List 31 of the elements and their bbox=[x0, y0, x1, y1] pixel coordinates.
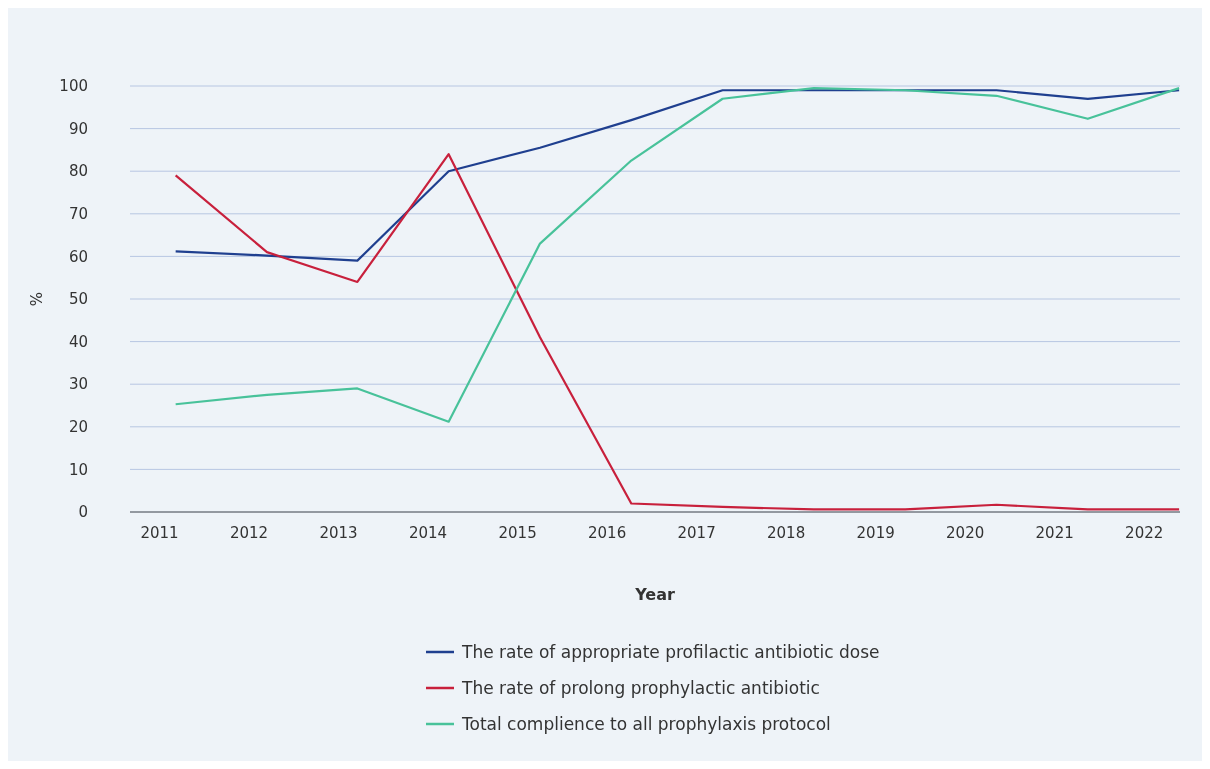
y-tick-label: 40 bbox=[68, 332, 88, 351]
y-tick-label: 60 bbox=[68, 247, 88, 266]
y-axis-title: % bbox=[28, 291, 46, 307]
y-tick-label: 10 bbox=[68, 460, 88, 479]
line-series bbox=[174, 89, 1181, 262]
y-tick-label: 0 bbox=[78, 503, 88, 522]
x-tick-label: 2021 bbox=[1035, 524, 1074, 542]
x-tick-label: 2014 bbox=[408, 524, 448, 542]
x-tick-label: 2015 bbox=[498, 524, 537, 542]
x-tick-label: 2019 bbox=[856, 524, 895, 542]
y-tick-label: 20 bbox=[68, 418, 88, 437]
x-tick-label: 2013 bbox=[319, 524, 358, 542]
y-tick-label: 100 bbox=[59, 77, 88, 96]
y-tick-label: 90 bbox=[68, 119, 88, 138]
line-series bbox=[174, 153, 1181, 511]
x-axis-title: Year bbox=[634, 585, 675, 604]
x-tick-label: 2011 bbox=[140, 524, 179, 542]
x-tick-label: 2016 bbox=[588, 524, 627, 542]
x-tick-label: 2018 bbox=[767, 524, 806, 542]
y-tick-label: 80 bbox=[68, 162, 88, 181]
legend-label: The rate of prolong prophylactic antibiotic bbox=[461, 677, 820, 698]
legend-label: Total complience to all prophylaxis protocol bbox=[461, 713, 831, 734]
y-tick-label: 70 bbox=[68, 205, 88, 224]
y-tick-label: 30 bbox=[68, 375, 88, 394]
x-tick-label: 2012 bbox=[229, 524, 269, 542]
x-tick-label: 2020 bbox=[946, 524, 985, 542]
legend-label: The rate of appropriate profilactic antibiotic dose bbox=[461, 641, 880, 662]
line-series bbox=[174, 87, 1181, 423]
x-tick-label: 2022 bbox=[1125, 524, 1164, 542]
y-tick-label: 50 bbox=[68, 290, 88, 309]
x-tick-label: 2017 bbox=[677, 524, 716, 542]
